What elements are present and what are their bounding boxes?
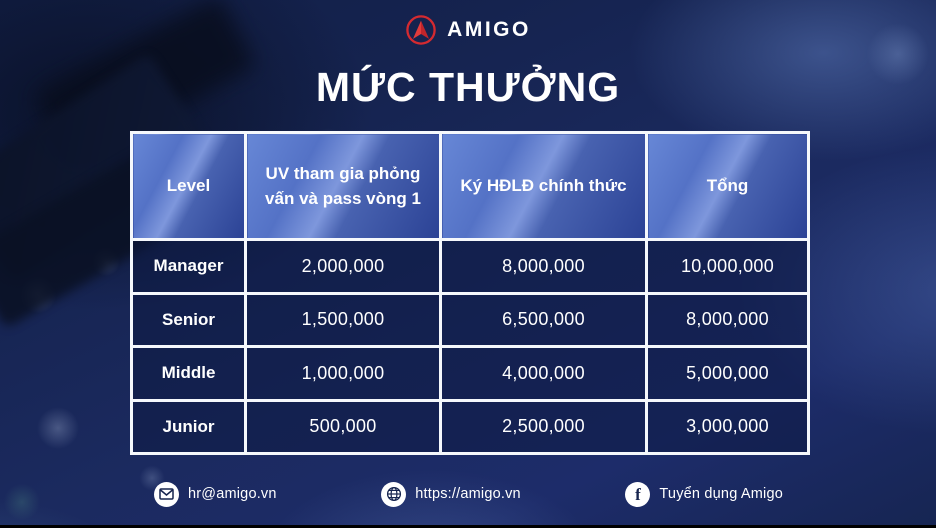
footer: hr@amigo.vn https://amigo.vn f Tuyển dụn…	[130, 474, 807, 514]
cell-value: 8,000,000	[439, 238, 648, 295]
table-row: Junior 500,000 2,500,000 3,000,000	[130, 398, 810, 455]
cell-value: 4,000,000	[439, 345, 648, 402]
row-level: Middle	[130, 345, 247, 402]
brand-name: AMIGO	[447, 18, 531, 41]
table-header-row: Level UV tham gia phỏng vấn và pass vòng…	[130, 131, 810, 241]
cell-value: 3,000,000	[645, 398, 810, 455]
contact-facebook: f Tuyển dụng Amigo	[625, 481, 783, 507]
cell-value: 10,000,000	[645, 238, 810, 295]
contact-email-label: hr@amigo.vn	[188, 486, 277, 502]
contact-website-label: https://amigo.vn	[415, 486, 521, 502]
cell-value: 6,500,000	[439, 291, 648, 348]
amigo-logo-icon	[406, 15, 436, 45]
column-header-interview-pass: UV tham gia phỏng vấn và pass vòng 1	[244, 131, 442, 241]
page-title: MỨC THƯỞNG	[315, 64, 621, 110]
row-level: Junior	[130, 398, 247, 455]
table-row: Senior 1,500,000 6,500,000 8,000,000	[130, 291, 810, 348]
globe-icon	[381, 481, 407, 507]
cell-value: 8,000,000	[645, 291, 810, 348]
contact-website: https://amigo.vn	[381, 481, 521, 507]
facebook-icon: f	[625, 481, 651, 507]
table-row: Middle 1,000,000 4,000,000 5,000,000	[130, 345, 810, 402]
cell-value: 2,000,000	[244, 238, 442, 295]
bonus-table: Level UV tham gia phỏng vấn và pass vòng…	[130, 131, 810, 455]
cell-value: 5,000,000	[645, 345, 810, 402]
cell-value: 2,500,000	[439, 398, 648, 455]
cell-value: 500,000	[244, 398, 442, 455]
envelope-icon	[154, 481, 179, 507]
row-level: Senior	[130, 291, 247, 348]
cell-value: 1,000,000	[244, 345, 442, 402]
bottom-edge-bar	[0, 525, 936, 528]
row-level: Manager	[130, 238, 247, 295]
column-header-contract: Ký HĐLĐ chính thức	[439, 131, 648, 241]
contact-email: hr@amigo.vn	[154, 481, 277, 507]
contact-facebook-label: Tuyển dụng Amigo	[659, 486, 783, 502]
column-header-level: Level	[130, 131, 247, 241]
column-header-total: Tổng	[645, 131, 810, 241]
cell-value: 1,500,000	[244, 291, 442, 348]
brand-logo: AMIGO	[0, 14, 936, 46]
table-row: Manager 2,000,000 8,000,000 10,000,000	[130, 238, 810, 295]
